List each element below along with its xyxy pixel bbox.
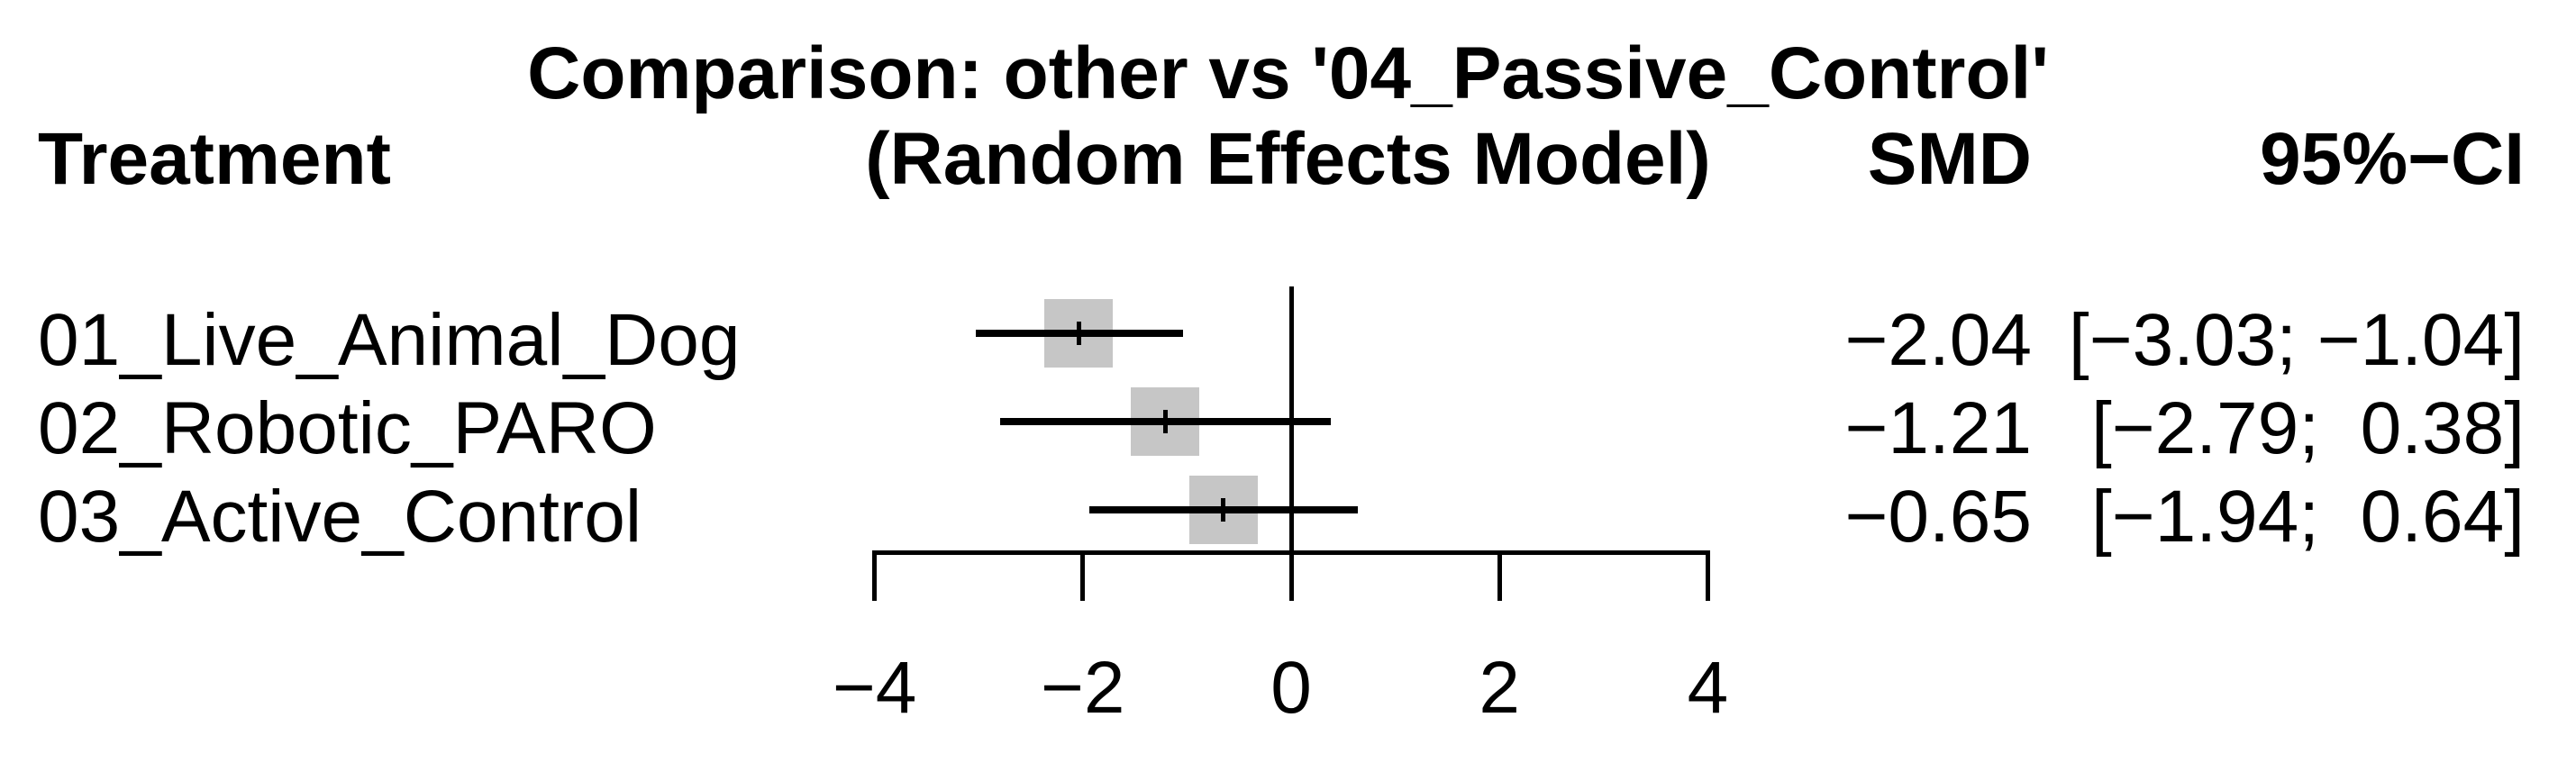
smd-value: −2.04 (1844, 299, 2032, 381)
x-axis-tick-label: 4 (1687, 647, 1729, 729)
point-estimate-marker (1076, 322, 1081, 345)
x-axis-tick-label: −4 (832, 647, 917, 729)
ci-value: [−3.03; −1.04] (2068, 299, 2525, 381)
treatment-label: 03_Active_Control (38, 476, 642, 558)
x-axis-tick (1080, 550, 1086, 601)
treatment-label: 01_Live_Animal_Dog (38, 299, 741, 381)
smd-value: −0.65 (1844, 476, 2032, 558)
chart-subtitle: (Random Effects Model) (865, 118, 1711, 200)
column-header-treatment: Treatment (38, 118, 391, 200)
x-axis-tick (872, 550, 878, 601)
treatment-label: 02_Robotic_PARO (38, 387, 657, 469)
x-axis-tick (1497, 550, 1502, 601)
x-axis-tick (1705, 550, 1710, 601)
x-axis-tick-label: 2 (1479, 647, 1520, 729)
ci-value: [−1.94; 0.64] (2091, 476, 2525, 558)
ci-value: [−2.79; 0.38] (2091, 387, 2525, 469)
chart-title: Comparison: other vs '04_Passive_Control… (527, 32, 2049, 114)
point-estimate-marker (1162, 410, 1168, 433)
column-header-smd: SMD (1867, 118, 2032, 200)
x-axis-tick (1288, 550, 1294, 601)
x-axis-tick-label: 0 (1270, 647, 1312, 729)
point-estimate-marker (1221, 498, 1226, 522)
column-header-ci: 95%−CI (2259, 118, 2525, 200)
x-axis-tick-label: −2 (1041, 647, 1125, 729)
smd-value: −1.21 (1844, 387, 2032, 469)
